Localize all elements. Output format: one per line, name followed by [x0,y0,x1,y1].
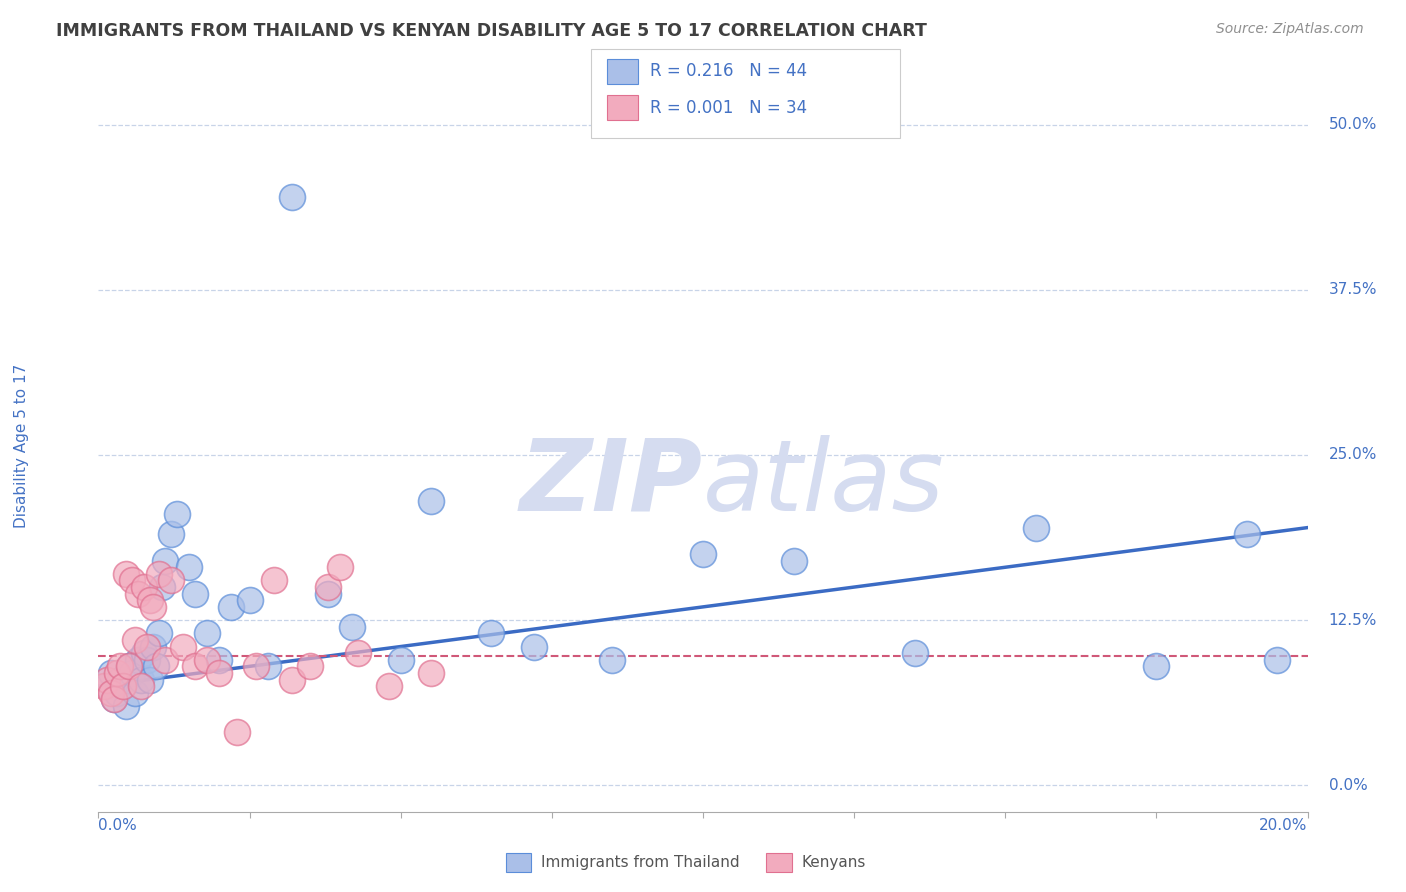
Point [208,665,231,680]
Point [93,679,115,693]
Point [342,620,364,634]
Text: Disability Age 5 to 17: Disability Age 5 to 17 [14,364,28,528]
Point [139,673,162,687]
Point [103,692,125,706]
Point [245,659,267,673]
Point [239,593,262,607]
Text: 0.0%: 0.0% [1329,778,1368,793]
Point [121,665,143,680]
Text: R = 0.216   N = 44: R = 0.216 N = 44 [650,62,807,80]
Point [481,626,503,640]
Point [108,673,131,687]
Point [904,646,927,660]
Point [114,566,136,581]
Text: R = 0.001   N = 34: R = 0.001 N = 34 [650,99,807,117]
Point [111,679,134,693]
Point [148,566,170,581]
Point [281,190,304,204]
Point [118,659,141,673]
Point [129,679,152,693]
Point [121,574,143,588]
Point [111,679,134,693]
Point [195,626,218,640]
Point [160,527,183,541]
Point [299,659,322,673]
Point [153,653,176,667]
Point [523,640,546,654]
Point [160,574,183,588]
Point [316,587,339,601]
Point [150,580,173,594]
Point [420,494,443,508]
Point [124,686,146,700]
Point [100,686,122,700]
Point [184,587,207,601]
Point [221,599,243,614]
Point [1024,520,1046,534]
Point [108,659,131,673]
Point [96,673,118,687]
Point [389,653,412,667]
Point [195,653,218,667]
Point [105,665,128,680]
Point [329,560,352,574]
Text: 50.0%: 50.0% [1329,117,1376,132]
Point [184,659,207,673]
Point [139,593,162,607]
Point [127,587,149,601]
Text: Source: ZipAtlas.com: Source: ZipAtlas.com [1216,22,1364,37]
Point [103,692,125,706]
Text: Kenyans: Kenyans [801,855,866,870]
Point [114,698,136,713]
Point [692,547,714,561]
Point [153,554,176,568]
Point [142,599,165,614]
Point [105,686,128,700]
Point [124,632,146,647]
Point [100,665,122,680]
Text: IMMIGRANTS FROM THAILAND VS KENYAN DISABILITY AGE 5 TO 17 CORRELATION CHART: IMMIGRANTS FROM THAILAND VS KENYAN DISAB… [56,22,927,40]
Text: 37.5%: 37.5% [1329,282,1376,297]
Point [135,640,157,654]
Text: Immigrants from Thailand: Immigrants from Thailand [541,855,740,870]
Point [129,673,152,687]
Point [602,653,624,667]
Point [263,574,285,588]
Point [132,580,155,594]
Text: 12.5%: 12.5% [1329,613,1376,628]
Point [179,560,201,574]
Point [281,673,304,687]
Point [782,554,804,568]
Point [118,659,141,673]
Point [1144,659,1167,673]
Text: ZIP: ZIP [520,435,703,532]
Point [127,653,149,667]
Text: 25.0%: 25.0% [1329,448,1376,462]
Point [347,646,370,660]
Point [132,646,155,660]
Text: 0.0%: 0.0% [98,818,138,832]
Point [96,679,118,693]
Point [1236,527,1258,541]
Text: 20.0%: 20.0% [1260,818,1308,832]
Text: atlas: atlas [703,435,945,532]
Point [208,653,231,667]
Point [166,508,188,522]
Point [256,659,278,673]
Point [142,640,165,654]
Point [226,725,249,739]
Point [172,640,194,654]
Point [135,653,157,667]
Point [1267,653,1289,667]
Point [377,679,399,693]
Point [145,659,167,673]
Point [148,626,170,640]
Point [316,580,339,594]
Point [420,665,443,680]
